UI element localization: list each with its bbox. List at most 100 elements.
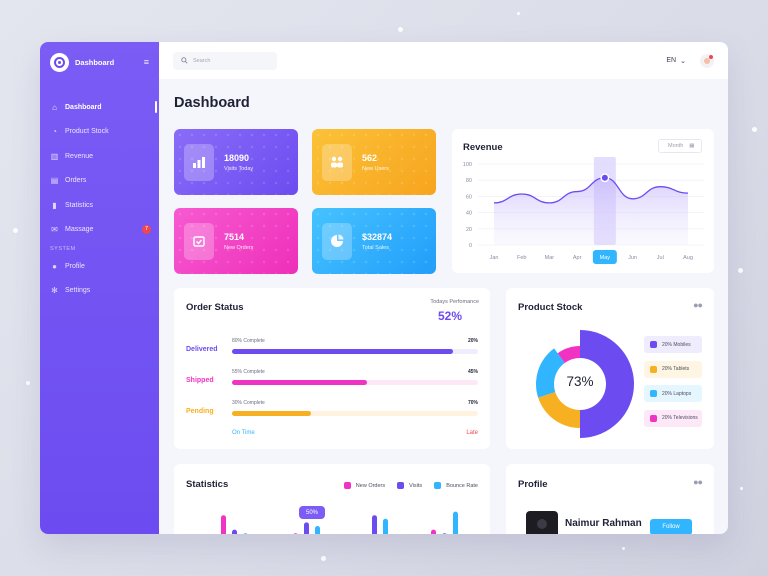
- legend-swatch: [650, 414, 657, 422]
- legend-item: Visits: [397, 482, 422, 489]
- legend-item: 20% Mobiles: [644, 336, 702, 353]
- status-percent: 70%: [467, 400, 478, 406]
- stat-label: Total Sales: [362, 244, 389, 251]
- product-stock-card: Product Stock ●● 73% 20% Mobiles 20% Tabl…: [506, 288, 714, 449]
- progress-fill: [232, 380, 368, 385]
- menu-toggle-icon[interactable]: ≡: [143, 57, 149, 67]
- nav-section-label: SYSTEM: [50, 246, 76, 252]
- status-percent: 20%: [467, 338, 478, 344]
- stat-card-sales[interactable]: $32874 Total Sales: [312, 208, 436, 274]
- statistics-title: Statistics: [186, 479, 229, 490]
- legend-item: 20% Laptops: [644, 385, 702, 402]
- sidebar-item-profile[interactable]: ● Profile: [40, 254, 159, 279]
- sidebar: Dashboard ≡ ⌂ Dashboard ◔ Product Stock ▥ Rev…: [40, 42, 159, 534]
- stat-bar: [232, 529, 237, 534]
- stat-value: 18090: [224, 152, 250, 163]
- background-dot: [738, 268, 743, 273]
- avatar[interactable]: [700, 53, 714, 68]
- legend-label: 20% Laptops: [662, 390, 692, 397]
- product-stock-chart: [536, 330, 634, 438]
- profile-title: Profile: [518, 479, 548, 490]
- revenue-chart: 0 20 40 60 80 100 Jan Feb Mar Apr May Jun Jul Aug: [463, 157, 704, 264]
- search-placeholder: Search: [193, 57, 211, 64]
- chart-tooltip: 50%: [299, 506, 325, 519]
- legend-label: 20% Mobiles: [662, 341, 691, 348]
- sidebar-item-label: Settings: [65, 287, 91, 295]
- stat-bar: [453, 511, 458, 534]
- y-tick-label: 80: [466, 178, 472, 184]
- legend-swatch: [650, 365, 657, 373]
- order-status-row: Pending 30% Complete 70%: [186, 400, 478, 420]
- progress-fill: [232, 411, 311, 416]
- pie-slice-laptops: [536, 348, 566, 398]
- search-icon: [181, 57, 188, 64]
- status-name: Shipped: [186, 377, 214, 384]
- sidebar-item-settings[interactable]: ✻ Settings: [40, 279, 159, 304]
- legend-swatch: [343, 482, 351, 489]
- x-tick-label: Jul: [657, 255, 664, 261]
- avatar[interactable]: [526, 511, 558, 534]
- sidebar-item-massage[interactable]: ✉ Massage 7: [40, 218, 159, 243]
- legend-item: 20% Televisions: [644, 409, 702, 427]
- pie-slice-mobiles: [580, 330, 634, 438]
- sidebar-item-dashboard[interactable]: ⌂ Dashboard: [40, 95, 159, 120]
- more-icon[interactable]: ●●: [693, 300, 703, 310]
- revenue-title: Revenue: [463, 142, 503, 153]
- sidebar-item-product-stock[interactable]: ◔ Product Stock: [40, 120, 159, 145]
- chevron-down-icon: ⌄: [680, 57, 686, 65]
- sidebar-item-revenue[interactable]: ▥ Revenue: [40, 144, 159, 169]
- status-complete: 30% Complete: [232, 400, 265, 406]
- x-tick-label: Jun: [628, 255, 637, 261]
- status-name: Pending: [186, 408, 214, 415]
- stat-bar: [431, 529, 436, 534]
- avatar-icon: [704, 57, 710, 64]
- revenue-area: [494, 177, 688, 245]
- stat-value: $32874: [362, 231, 393, 242]
- brand-title: Dashboard: [75, 57, 115, 67]
- legend-swatch: [397, 482, 405, 489]
- order-status-row: Delivered 80% Complete 20%: [186, 338, 478, 358]
- pie-slice-tablets: [538, 391, 580, 428]
- home-icon: ⌂: [52, 102, 57, 112]
- x-tick-label: Mar: [545, 255, 555, 261]
- sidebar-item-orders[interactable]: ▤ Orders: [40, 169, 159, 194]
- profile-name: Naimur Rahman: [565, 518, 642, 529]
- sidebar-item-statistics[interactable]: ▮ Statistics: [40, 193, 159, 218]
- period-label: Month: [668, 143, 684, 149]
- stat-bar: [315, 526, 320, 534]
- follow-button[interactable]: Follow: [650, 519, 692, 534]
- revenue-card: Revenue Month ▦ 0 20 40 60 80 100 Jan Feb Mar Apr M…: [452, 129, 714, 273]
- progress-track: [232, 411, 478, 416]
- legend-swatch: [434, 482, 442, 489]
- statistics-card: Statistics New Orders Visits Bounce Rate 5…: [174, 464, 490, 534]
- more-icon[interactable]: ●●: [693, 477, 703, 487]
- bar-chart-icon: ▥: [50, 151, 59, 161]
- users-icon: [322, 143, 352, 181]
- stat-card-users[interactable]: 562 New Users: [312, 129, 436, 195]
- statistics-chart: [221, 511, 458, 534]
- stat-card-orders[interactable]: 7514 New Orders: [174, 208, 298, 274]
- statistics-legend: New Orders Visits Bounce Rate: [332, 482, 478, 489]
- background-dot: [13, 228, 18, 233]
- stat-bar: [304, 522, 309, 534]
- stat-bar: [442, 533, 447, 534]
- period-select[interactable]: Month ▦: [658, 139, 702, 153]
- x-tick-label: May: [600, 255, 611, 261]
- y-tick-label: 20: [466, 227, 472, 233]
- language-select[interactable]: EN ⌄: [666, 57, 686, 65]
- stat-card-visits[interactable]: 18090 Visits Today: [174, 129, 298, 195]
- brand-logo-icon[interactable]: [50, 52, 69, 72]
- notification-dot: [709, 54, 713, 59]
- background-dot: [622, 547, 625, 550]
- background-dot: [740, 487, 743, 490]
- stat-value: 562: [362, 152, 378, 163]
- search-input[interactable]: Search: [173, 51, 277, 70]
- stat-bar: [383, 518, 388, 534]
- y-tick-label: 60: [466, 194, 472, 200]
- stat-label: New Orders: [224, 244, 254, 251]
- highlight-point: [601, 174, 608, 181]
- background-dot: [398, 27, 403, 32]
- legend-item: 20% Tablets: [644, 360, 702, 378]
- calendar-icon: ▦: [689, 143, 695, 149]
- x-tick-highlight: [592, 250, 617, 264]
